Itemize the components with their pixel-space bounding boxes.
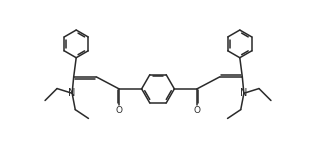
Text: N: N bbox=[69, 88, 76, 98]
Text: O: O bbox=[115, 106, 123, 115]
Text: N: N bbox=[240, 88, 247, 98]
Text: O: O bbox=[193, 106, 201, 115]
